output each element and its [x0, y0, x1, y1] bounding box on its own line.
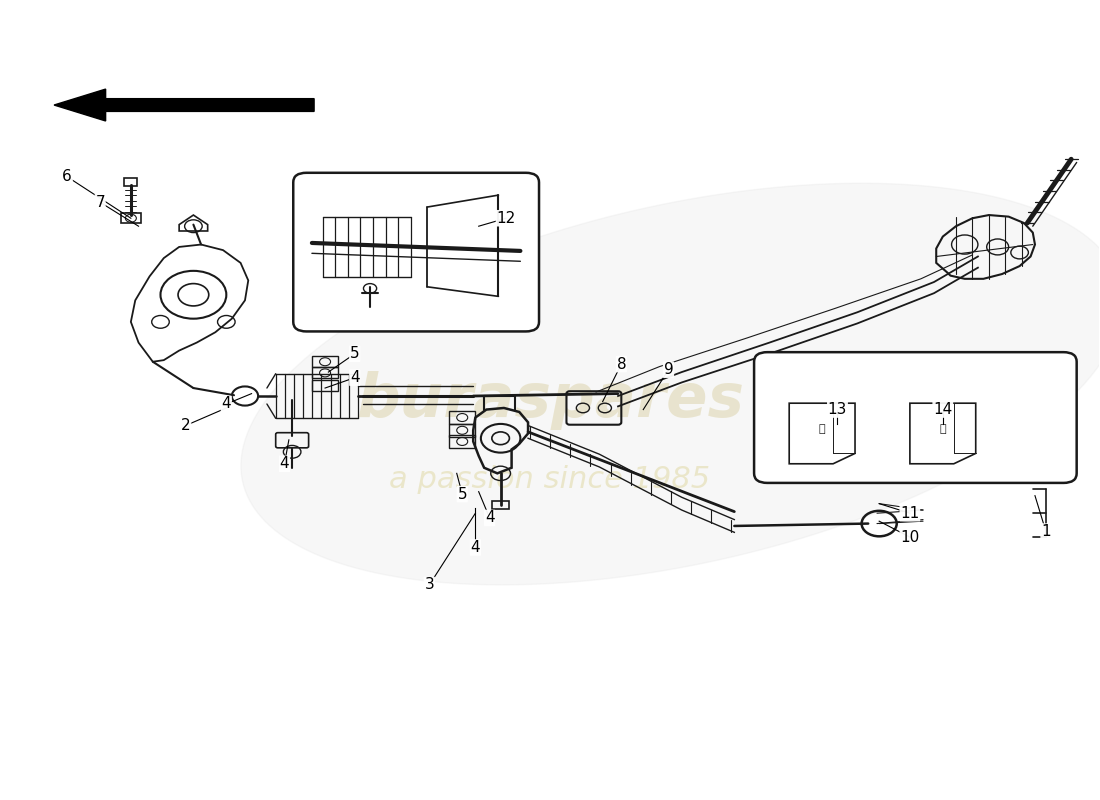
Text: 11: 11: [900, 506, 920, 521]
Text: 4: 4: [221, 397, 231, 411]
Text: 9: 9: [663, 362, 673, 378]
Text: 5: 5: [350, 346, 360, 362]
Text: 13: 13: [828, 402, 847, 417]
Text: 10: 10: [900, 530, 920, 545]
Text: 3: 3: [425, 578, 435, 593]
Text: 4: 4: [485, 510, 495, 526]
Text: 8: 8: [616, 357, 626, 372]
Text: 🐎: 🐎: [939, 425, 946, 434]
Text: 🐎: 🐎: [818, 425, 825, 434]
Text: 14: 14: [933, 402, 953, 417]
Text: 4: 4: [471, 540, 481, 555]
Text: 4: 4: [279, 456, 289, 471]
Text: a passion since 1985: a passion since 1985: [389, 466, 711, 494]
Text: 12: 12: [496, 210, 516, 226]
Polygon shape: [54, 89, 315, 121]
Text: 2: 2: [180, 418, 190, 433]
Text: 6: 6: [63, 170, 73, 184]
Polygon shape: [241, 183, 1100, 585]
FancyBboxPatch shape: [755, 352, 1077, 483]
Text: 7: 7: [96, 194, 104, 210]
FancyBboxPatch shape: [294, 173, 539, 331]
Text: 5: 5: [458, 486, 468, 502]
Text: 1: 1: [1041, 524, 1050, 539]
Text: buraspares: buraspares: [356, 370, 744, 430]
Text: 4: 4: [350, 370, 360, 385]
